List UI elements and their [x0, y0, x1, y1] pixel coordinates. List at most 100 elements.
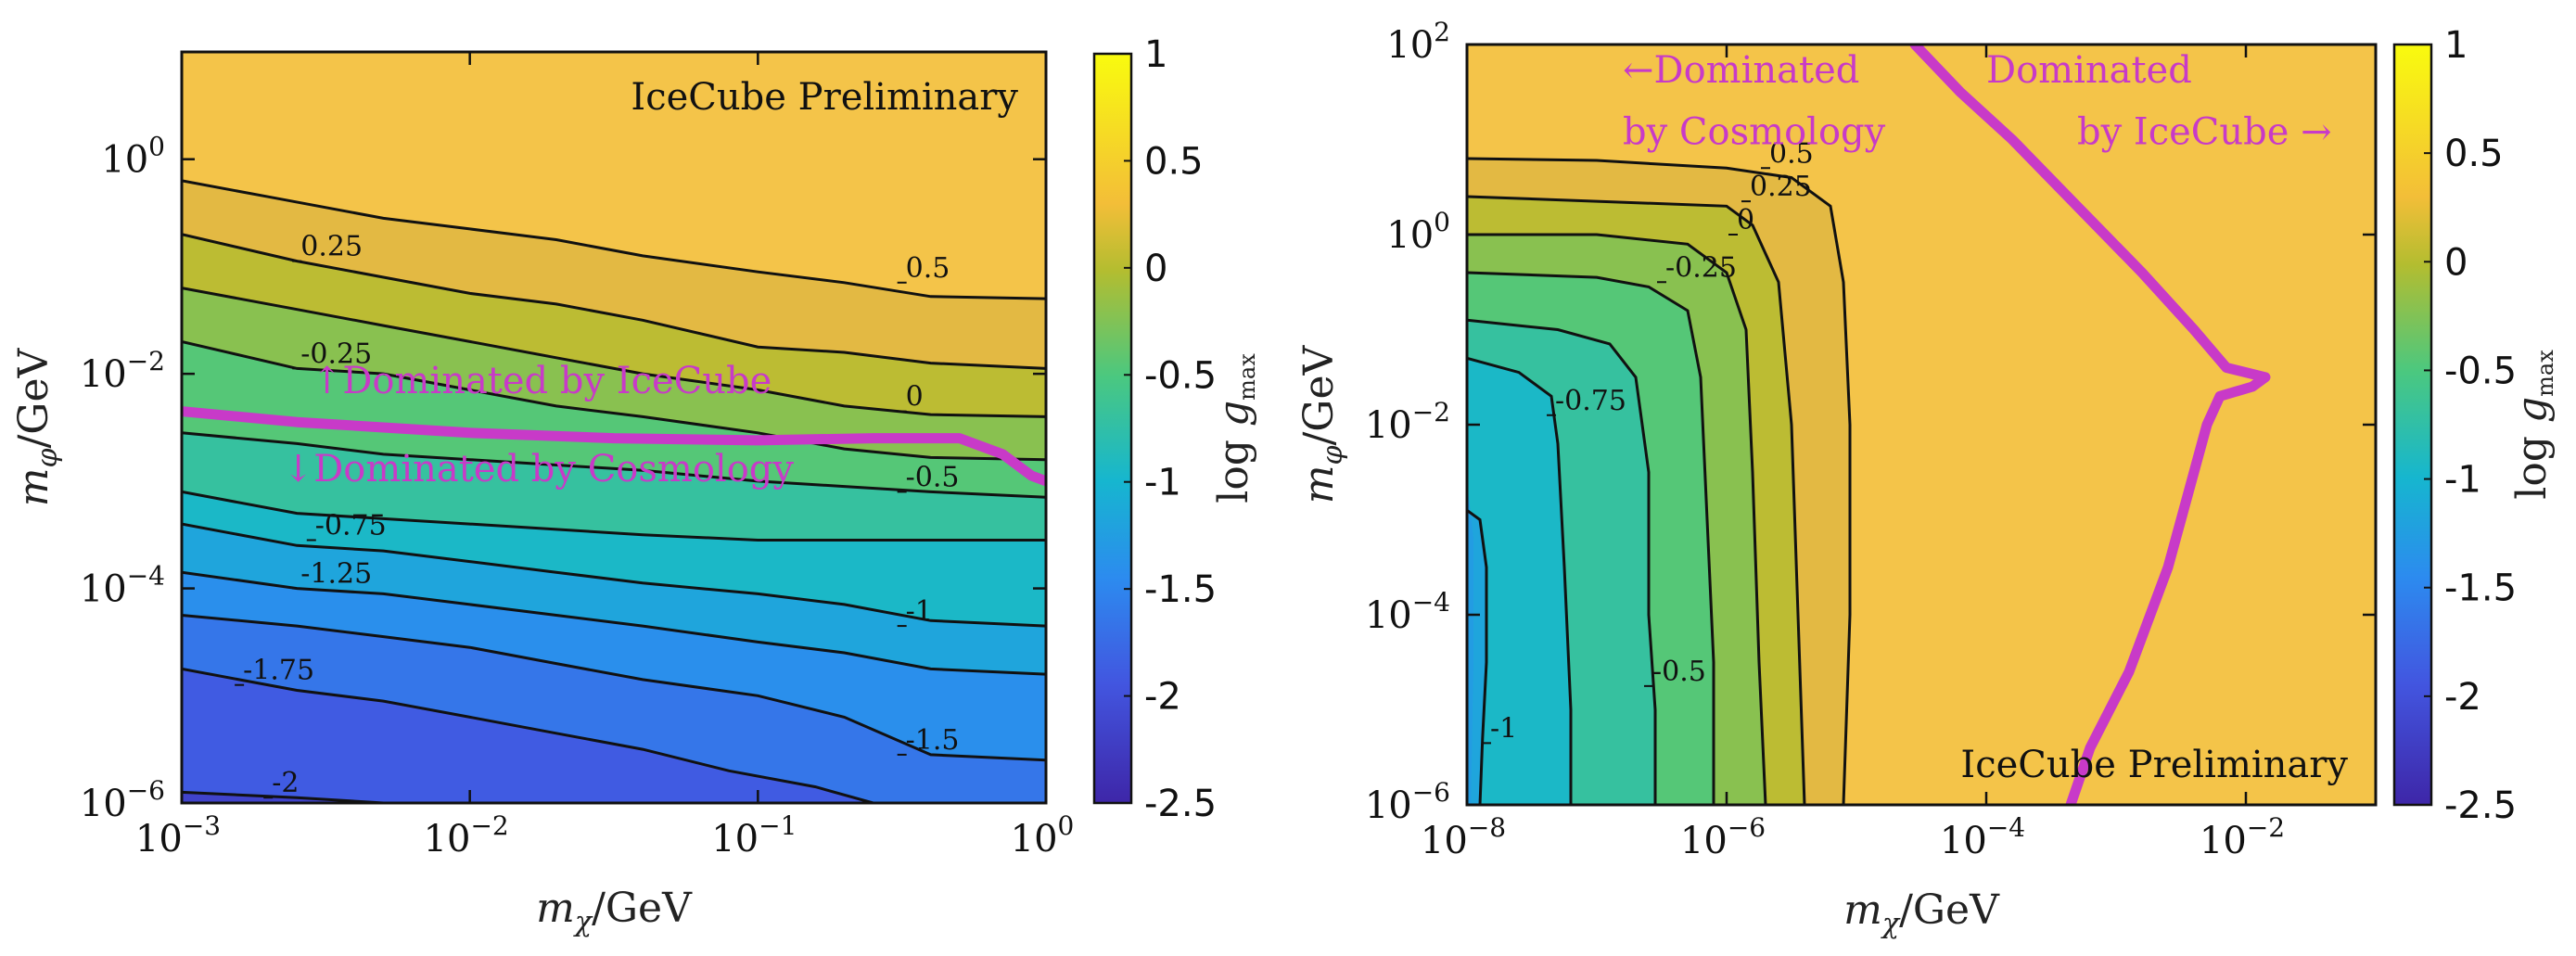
annotation-preliminary: IceCube Preliminary — [1960, 744, 2348, 786]
colorbar-tick-label: -1.5 — [2444, 567, 2517, 610]
contour-label-0.5: 0.5 — [1769, 137, 1814, 170]
colorbar-tick-label: -2.5 — [2444, 784, 2517, 827]
y-tick-label: 102 — [1386, 17, 1450, 67]
x-tick-label: 10−4 — [1940, 812, 2025, 862]
y-axis-label: mφ/GeV — [1295, 345, 1349, 504]
contour-line--1 — [182, 522, 1046, 628]
contour-label--0.5: -0.5 — [1652, 656, 1706, 688]
x-axis-label: mχ/GeV — [1843, 886, 2000, 940]
x-tick-label: 100 — [1011, 810, 1075, 860]
plot-frame — [180, 50, 1048, 805]
boundary-line — [1909, 45, 2271, 805]
contour-label--1.5: -1.5 — [906, 724, 960, 757]
contour-line-0.25 — [1467, 195, 1806, 805]
boundary-label-left-2: by Cosmology — [1623, 111, 1886, 154]
y-tick-label: 10−4 — [80, 561, 165, 611]
contour-line-0.25 — [182, 233, 1046, 370]
contour-line--0.5 — [182, 431, 1046, 499]
contour-label-0: 0 — [1737, 204, 1754, 236]
x-tick-label: 10−8 — [1421, 812, 1506, 862]
colorbar-tick-label: -2.5 — [1144, 783, 1217, 825]
x-tick-label: 10−2 — [424, 810, 509, 860]
colorbar-tick-label: -2 — [1144, 676, 1181, 719]
contour-line--0.75 — [1467, 356, 1573, 805]
contour-label--1: -1 — [1490, 712, 1517, 745]
contour-label--0.75: -0.75 — [1555, 385, 1626, 417]
contour-line--2 — [182, 790, 384, 803]
contour-label--0.5: -0.5 — [906, 461, 960, 493]
band-fill-below--0.75 — [1467, 358, 1571, 805]
x-tick-label: 10−6 — [1680, 812, 1766, 862]
y-tick-label: 100 — [101, 132, 165, 182]
colorbar-tick-label: -0.5 — [2444, 350, 2517, 392]
colorbar-tick-label: -1.5 — [1144, 568, 1217, 611]
colorbar-tick-label: -1 — [2444, 459, 2481, 502]
contour-line--1.5 — [182, 614, 1046, 762]
contour-label--0.75: -0.75 — [315, 510, 387, 542]
chart-panel-1: 0.5 0.25 0 -0.25 -0.5 -0.75 -1 -1.25 -1.5 -1.75 -2… — [10, 33, 1260, 938]
colorbar-tick-label: 1 — [1144, 33, 1167, 76]
x-tick-label: 10−3 — [135, 810, 221, 860]
annotation-preliminary: IceCube Preliminary — [631, 76, 1018, 119]
colorbar-label: log gmax — [2508, 350, 2558, 500]
colorbar-tick-label: -1 — [1144, 462, 1181, 504]
contour-label-0.25: 0.25 — [1750, 171, 1812, 203]
chart-panel-2: 0.50.250-0.25-0.5-0.75-110−8 10−6 10−4 10−2… — [1295, 17, 2558, 940]
colorbar-tick-label: 0 — [1144, 248, 1167, 290]
contour-line--0.25 — [1467, 271, 1715, 805]
contour-fill-group — [1467, 45, 2376, 805]
contour-line--1 — [1467, 509, 1488, 805]
boundary-label-right-1: Dominated — [1986, 49, 2192, 92]
boundary-label-above: ↑Dominated by IceCube — [312, 360, 772, 402]
contour-line--1.75 — [182, 667, 874, 803]
colorbar-tick-label: 1 — [2444, 24, 2468, 67]
contour-label--0.25: -0.25 — [300, 338, 372, 370]
colorbar-tick-label: -0.5 — [1144, 354, 1217, 397]
contour-label--2: -2 — [272, 767, 299, 799]
contour-line--0.25 — [182, 339, 1046, 462]
contour-line-group — [1467, 157, 1852, 805]
boundary-label-right-2: by IceCube → — [2077, 111, 2332, 154]
contour-line--1.25 — [182, 570, 1046, 676]
y-axis-label: mφ/GeV — [10, 348, 64, 507]
contour-line-0.5 — [182, 179, 1046, 300]
y-tick-label: 10−6 — [80, 775, 165, 825]
band-fill-below--1.75 — [182, 669, 874, 803]
contour-line-group — [182, 179, 1046, 803]
x-axis-label: mχ/GeV — [536, 885, 693, 938]
contour-label-0.25: 0.25 — [300, 231, 363, 263]
contour-label--1: -1 — [906, 595, 933, 628]
contour-label-0.5: 0.5 — [906, 252, 950, 285]
contour-line--0.5 — [1467, 318, 1657, 805]
contour-label--1.25: -1.25 — [300, 558, 372, 591]
y-tick-label: 10−4 — [1365, 587, 1450, 637]
contour-label--1.75: -1.75 — [243, 655, 314, 687]
colorbar — [1092, 52, 1133, 805]
x-tick-label: 10−1 — [711, 810, 797, 860]
contour-line--0.75 — [182, 490, 1046, 542]
contour-line-0 — [1467, 233, 1767, 805]
y-tick-label: 100 — [1386, 207, 1450, 257]
band-fill-pocket — [1467, 481, 1473, 805]
y-tick-label: 10−2 — [80, 346, 165, 396]
colorbar — [2392, 43, 2433, 807]
contour-label--0.25: -0.25 — [1665, 251, 1737, 284]
x-tick-label: 10−2 — [2200, 812, 2285, 862]
boundary-label-left-1: ←Dominated — [1623, 49, 1859, 92]
y-tick-label: 10−6 — [1365, 777, 1450, 827]
y-tick-label: 10−2 — [1365, 397, 1450, 447]
colorbar-label: log gmax — [1210, 353, 1260, 503]
contour-line-0 — [182, 287, 1046, 418]
colorbar-tick-label: 0 — [2444, 241, 2468, 284]
contour-line-0.5 — [1467, 157, 1852, 805]
contour-label-0: 0 — [906, 381, 924, 414]
colorbar-tick-label: -2 — [2444, 676, 2481, 719]
boundary-group — [1909, 45, 2271, 805]
boundary-label-below: ↓Dominated by Cosmology — [283, 448, 795, 491]
colorbar-tick-label: 0.5 — [2444, 133, 2504, 175]
colorbar-tick-label: 0.5 — [1144, 140, 1204, 183]
boundary-line — [182, 406, 1046, 487]
boundary-group — [182, 406, 1046, 487]
